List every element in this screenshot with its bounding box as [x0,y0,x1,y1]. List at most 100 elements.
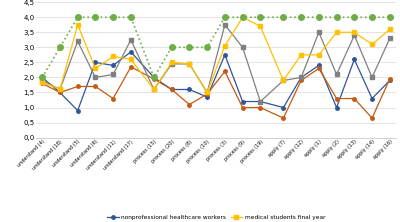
No. of responses [205,46,210,49]
medical students final year [299,54,304,56]
No. of responses [316,16,321,19]
medical students final year [222,45,227,47]
healthcare students 1st year [111,73,116,76]
No. of responses [93,16,98,19]
nonprofessional healthcare workers [258,100,263,103]
laypersons [128,65,133,68]
nonprofessional healthcare workers [334,106,339,109]
healthcare students 1st year [316,31,321,34]
medical students final year [58,88,62,91]
healthcare students 1st year [58,88,62,91]
medical students final year [387,28,392,31]
laypersons [75,85,80,88]
medical students final year [352,31,357,34]
No. of responses [222,16,227,19]
healthcare students 1st year [387,37,392,40]
nonprofessional healthcare workers [316,64,321,67]
Legend: nonprofessional healthcare workers, laypersons, healthcare students 1st year, me: nonprofessional healthcare workers, layp… [107,215,325,222]
laypersons [111,97,116,100]
laypersons [40,82,45,85]
No. of responses [187,46,192,49]
medical students final year [40,81,45,83]
laypersons [58,91,62,94]
No. of responses [281,16,286,19]
healthcare students 1st year [93,76,98,79]
laypersons [240,106,245,109]
healthcare students 1st year [75,40,80,43]
No. of responses [58,46,62,49]
laypersons [387,78,392,80]
laypersons [370,117,374,119]
healthcare students 1st year [352,34,357,37]
laypersons [281,117,286,119]
laypersons [169,88,174,91]
laypersons [299,79,304,82]
healthcare students 1st year [187,63,192,65]
medical students final year [93,67,98,70]
medical students final year [111,55,116,58]
nonprofessional healthcare workers [240,100,245,103]
nonprofessional healthcare workers [75,109,80,112]
nonprofessional healthcare workers [387,79,392,82]
healthcare students 1st year [128,38,133,41]
healthcare students 1st year [40,79,45,82]
nonprofessional healthcare workers [93,61,98,64]
medical students final year [205,91,210,94]
No. of responses [387,16,392,19]
No. of responses [240,16,245,19]
laypersons [316,67,321,70]
laypersons [334,97,339,100]
Line: healthcare students 1st year: healthcare students 1st year [40,23,392,103]
nonprofessional healthcare workers [152,76,156,79]
laypersons [222,70,227,73]
laypersons [352,97,357,100]
Line: laypersons: laypersons [40,65,392,120]
medical students final year [281,79,286,82]
medical students final year [240,16,245,19]
No. of responses [370,16,374,19]
Line: nonprofessional healthcare workers: nonprofessional healthcare workers [40,50,392,112]
healthcare students 1st year [370,76,374,79]
No. of responses [258,16,263,19]
medical students final year [370,43,374,46]
medical students final year [152,88,156,91]
Line: No. of responses: No. of responses [40,14,392,80]
healthcare students 1st year [258,100,263,103]
laypersons [152,78,156,80]
No. of responses [128,16,133,19]
No. of responses [152,76,156,79]
nonprofessional healthcare workers [128,51,133,53]
healthcare students 1st year [205,91,210,94]
nonprofessional healthcare workers [58,91,62,94]
nonprofessional healthcare workers [169,88,174,91]
healthcare students 1st year [299,76,304,79]
No. of responses [75,16,80,19]
nonprofessional healthcare workers [222,54,227,56]
No. of responses [111,16,116,19]
nonprofessional healthcare workers [370,97,374,100]
nonprofessional healthcare workers [352,58,357,61]
medical students final year [128,58,133,61]
No. of responses [40,76,45,79]
Line: medical students final year: medical students final year [40,16,392,94]
healthcare students 1st year [281,79,286,82]
No. of responses [352,16,357,19]
nonprofessional healthcare workers [187,88,192,91]
laypersons [93,85,98,88]
nonprofessional healthcare workers [111,64,116,67]
medical students final year [187,63,192,65]
medical students final year [316,54,321,56]
nonprofessional healthcare workers [299,76,304,79]
medical students final year [258,25,263,28]
healthcare students 1st year [152,88,156,91]
medical students final year [169,61,174,64]
laypersons [258,106,263,109]
medical students final year [75,24,80,26]
nonprofessional healthcare workers [205,96,210,98]
healthcare students 1st year [222,24,227,26]
nonprofessional healthcare workers [40,76,45,79]
laypersons [205,93,210,95]
healthcare students 1st year [334,73,339,76]
healthcare students 1st year [169,63,174,65]
No. of responses [299,16,304,19]
